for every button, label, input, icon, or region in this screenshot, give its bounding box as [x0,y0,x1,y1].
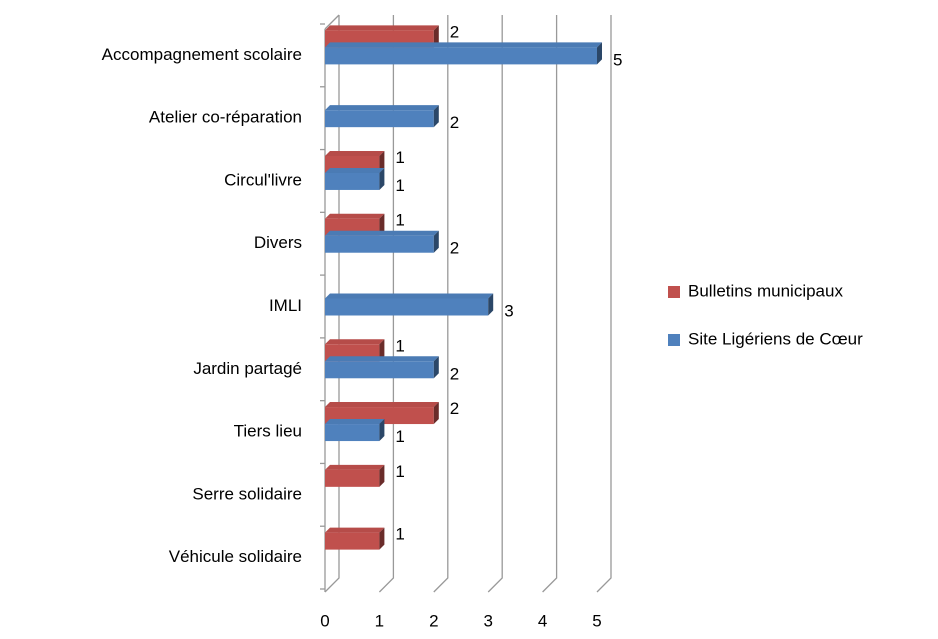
y-tick-label: Accompagnement scolaire [102,45,302,64]
legend-swatch [668,286,680,298]
bar-top [325,419,385,425]
bar [325,527,385,550]
bar [325,105,439,128]
bar-side [433,402,439,425]
x-tick-label: 0 [320,611,329,630]
y-tick-label: Serre solidaire [192,484,302,503]
bar-front [325,110,434,128]
y-tick-label: IMLI [269,296,302,315]
bar [325,464,385,487]
data-label: 2 [450,113,459,132]
bar-top [325,293,494,299]
bar-front [325,172,380,190]
bar-front [325,235,434,253]
bar-side [379,213,385,236]
data-label: 3 [504,301,513,320]
y-tick-label: Jardin partagé [193,359,302,378]
bar-top [325,339,385,345]
grid-line [324,15,340,593]
bar-top [325,42,602,48]
y-axis-top [324,14,340,30]
bar-side [433,230,439,253]
bar-side [433,25,439,48]
y-tick-label: Véhicule solidaire [169,547,302,566]
bar-side [379,167,385,190]
bar-top [325,230,439,236]
bar-top [325,213,385,219]
bar [325,230,439,253]
bar [325,419,385,442]
data-label: 2 [450,364,459,383]
legend-swatch [668,334,680,346]
data-label: 5 [613,50,622,69]
bar-front [325,47,597,65]
data-label: 1 [395,462,404,481]
grid-line [378,15,395,593]
bar-front [325,469,380,487]
bar-front [325,424,380,442]
bar-side [433,105,439,128]
y-tick-label: Divers [254,233,302,252]
data-label: 1 [395,176,404,195]
bar-front [325,298,489,316]
x-tick-label: 3 [483,611,492,630]
bar-top [325,464,385,470]
y-tick-label: Tiers lieu [234,422,302,441]
x-tick-label: 5 [592,611,601,630]
data-label: 2 [450,22,459,41]
x-tick-label: 4 [538,611,547,630]
bar-front [325,361,434,379]
bar-side [488,293,494,316]
bar [325,42,602,65]
y-tick-label: Atelier co-réparation [149,108,302,127]
bar-side [379,527,385,550]
data-label: 1 [395,525,404,544]
data-label: 1 [395,336,404,355]
bar-top [325,356,439,362]
bar-top [325,527,385,533]
grid-line [542,15,558,593]
bar-side [379,464,385,487]
bar-side [379,150,385,173]
grid-line [487,15,503,593]
legend-label: Site Ligériens de Cœur [688,329,863,348]
bar-front [325,532,380,550]
grid-line [596,15,612,593]
bar-side [597,42,602,65]
bar-side [379,419,385,442]
y-tick-label: Circul'livre [224,170,302,189]
bar-top [325,402,439,408]
data-label: 2 [450,239,459,258]
bar-top [325,167,385,173]
data-label: 1 [395,211,404,230]
x-tick-label: 2 [429,611,438,630]
bar-top [325,150,385,156]
grid-line [433,15,449,593]
bar-side [433,356,439,379]
data-label: 1 [395,427,404,446]
data-label: 1 [395,148,404,167]
bar [325,356,439,379]
bar-top [325,105,439,111]
bar [325,167,385,190]
bar-side [379,339,385,362]
bar-top [325,25,439,31]
data-label: 2 [450,399,459,418]
bar [325,293,494,316]
x-tick-label: 1 [375,611,384,630]
legend-label: Bulletins municipaux [688,281,843,300]
